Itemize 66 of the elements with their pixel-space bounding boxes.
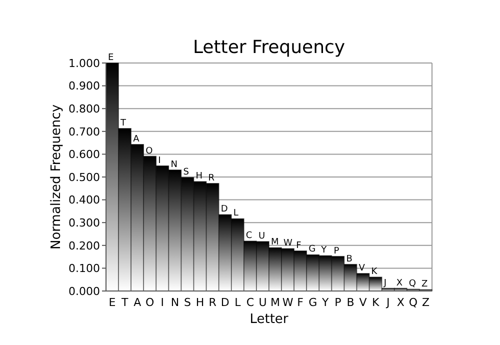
- x-tick-label: H: [196, 296, 204, 309]
- annotation: O: [146, 146, 153, 156]
- y-tick-label: 0.000: [68, 284, 100, 298]
- x-tick-label: S: [184, 296, 192, 309]
- annotation: I: [158, 156, 161, 166]
- annotation: R: [208, 173, 215, 184]
- y-tick-label: 0.500: [68, 170, 100, 184]
- annotation: F: [296, 240, 302, 251]
- annotation: P: [334, 246, 340, 256]
- x-tick-label: B: [346, 296, 354, 309]
- chart-title: Letter Frequency: [192, 37, 346, 58]
- annotation: G: [308, 244, 316, 255]
- annotation: S: [183, 167, 190, 178]
- annotation: Z: [421, 280, 428, 290]
- x-tick-label: R: [208, 296, 217, 309]
- x-tick-label: F: [297, 296, 304, 309]
- x-tick-label: K: [372, 296, 380, 309]
- y-tick-label: 0.300: [68, 216, 100, 230]
- annotation: N: [170, 160, 178, 170]
- x-tick-label: W: [282, 296, 294, 309]
- x-tick-label: Q: [408, 296, 418, 309]
- y-tick-label: 0.900: [68, 80, 100, 93]
- y-tick-label: 0.800: [68, 102, 100, 116]
- annotation: Q: [408, 279, 416, 290]
- x-tick-label: O: [146, 296, 155, 309]
- x-tick-label: C: [246, 296, 254, 309]
- annotation: V: [358, 263, 366, 274]
- y-tick-label: 1.000: [68, 56, 100, 70]
- annotation: M: [271, 238, 279, 248]
- x-tick-label: T: [120, 296, 128, 309]
- y-tick-label: 0.100: [68, 262, 100, 276]
- x-axis-title: Letter: [250, 312, 289, 327]
- x-tick-label: Y: [321, 296, 330, 309]
- x-tick-label: M: [270, 296, 280, 309]
- annotation: W: [284, 238, 293, 249]
- x-tick-label: P: [334, 296, 342, 309]
- y-tick-label: 0.700: [68, 125, 100, 138]
- annotation: A: [133, 134, 140, 144]
- annotation: B: [346, 254, 352, 264]
- y-tick-label: 0.400: [68, 194, 100, 207]
- annotation: X: [396, 278, 403, 288]
- x-tick-label: I: [160, 296, 164, 309]
- x-tick-label: N: [170, 296, 180, 309]
- x-tick-label: J: [385, 296, 390, 309]
- annotation: Y: [320, 246, 328, 256]
- annotation: H: [196, 172, 203, 182]
- x-tick-label: E: [108, 296, 116, 309]
- annotation: D: [220, 204, 228, 215]
- y-tick-label: 0.600: [68, 148, 100, 162]
- annotation: K: [371, 267, 378, 278]
- x-tick-label: D: [220, 296, 230, 309]
- x-tick-label: V: [359, 296, 368, 309]
- y-tick-label: 0.200: [68, 239, 100, 252]
- annotation: U: [258, 232, 266, 242]
- annotation: E: [108, 53, 114, 63]
- annotation: T: [120, 118, 127, 128]
- x-tick-label: U: [258, 296, 267, 309]
- annotation: L: [233, 208, 238, 219]
- annotation: J: [382, 278, 386, 288]
- annotation: C: [246, 231, 252, 242]
- y-axis-title: Normalized Frequency: [49, 104, 64, 250]
- x-tick-label: A: [134, 296, 142, 309]
- x-tick-label: Z: [422, 296, 430, 309]
- x-tick-label: G: [308, 296, 318, 309]
- x-tick-label: L: [234, 296, 242, 309]
- x-tick-label: X: [396, 296, 405, 309]
